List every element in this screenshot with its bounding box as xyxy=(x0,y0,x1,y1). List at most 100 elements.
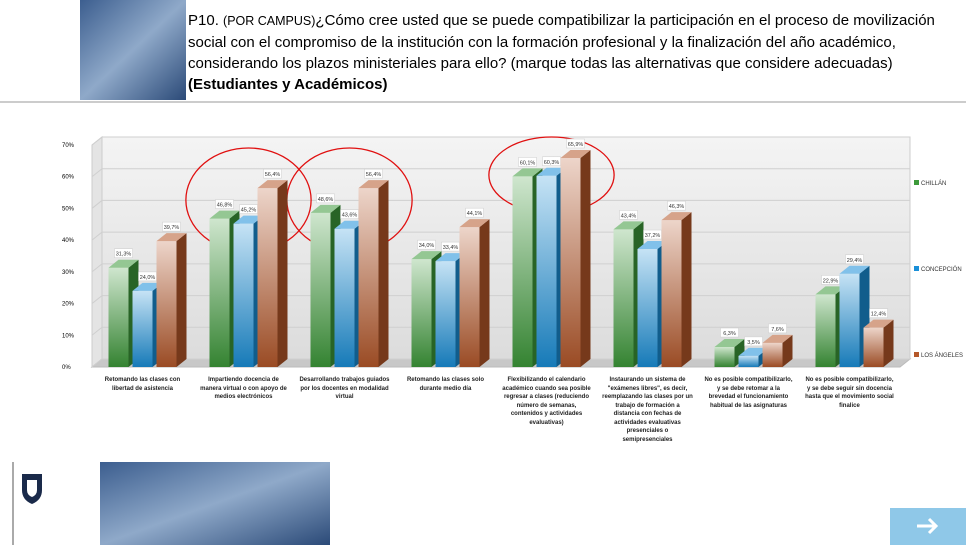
x-tick-label: Flexibilizando el calendario académico c… xyxy=(502,377,591,426)
value-label: 24,0% xyxy=(140,275,156,281)
question-tag: (POR CAMPUS) xyxy=(223,14,316,28)
y-tick-label: 40% xyxy=(62,238,75,244)
value-label: 3,5% xyxy=(747,340,760,346)
bar-top xyxy=(209,210,240,219)
value-label: 6,3% xyxy=(723,331,736,337)
bar-top xyxy=(762,334,793,343)
bar xyxy=(233,223,254,367)
legend-swatch xyxy=(914,266,919,271)
bar xyxy=(257,188,278,367)
bar xyxy=(156,241,177,367)
bar-top xyxy=(358,180,389,189)
bar-side xyxy=(681,212,692,367)
value-label: 37,2% xyxy=(645,233,661,239)
value-label-box xyxy=(869,308,888,318)
bar-top xyxy=(863,319,894,328)
value-label-box xyxy=(465,207,484,218)
bar-side xyxy=(378,180,389,367)
bar-top xyxy=(108,259,139,268)
value-label: 31,3% xyxy=(116,252,132,258)
value-label: 45,2% xyxy=(241,208,257,214)
bar xyxy=(536,175,557,367)
bar-top xyxy=(257,180,288,189)
value-label: 39,7% xyxy=(164,225,180,231)
value-label: 56,4% xyxy=(366,172,382,178)
bar-side xyxy=(277,180,288,367)
y-tick-label: 60% xyxy=(62,175,75,181)
legend-swatch xyxy=(914,352,919,357)
bar xyxy=(560,158,581,367)
value-label: 34,0% xyxy=(419,243,435,249)
y-tick-label: 50% xyxy=(62,206,75,212)
value-label-box xyxy=(744,336,763,347)
value-label-box xyxy=(162,221,181,232)
value-label: 7,6% xyxy=(771,327,784,333)
value-label: 12,4% xyxy=(871,312,887,318)
x-tick-label: No es posible compatibilizarlo, y se deb… xyxy=(805,377,894,409)
x-tick-label: Retomando las clases con libertad de asi… xyxy=(104,377,181,392)
value-label-box xyxy=(316,193,335,204)
bar-top xyxy=(839,265,870,274)
value-label: 65,9% xyxy=(568,142,584,148)
value-label: 60,1% xyxy=(520,160,536,166)
bar-top xyxy=(233,215,264,224)
bar-side xyxy=(580,150,591,367)
bar xyxy=(738,355,759,367)
bar-top xyxy=(435,253,466,262)
value-label: 43,4% xyxy=(621,213,637,219)
side-wall xyxy=(91,135,103,369)
bar xyxy=(815,294,836,367)
value-label-box xyxy=(667,200,686,211)
grid-line xyxy=(91,136,910,146)
question-number: P10. xyxy=(188,12,219,29)
bar-top xyxy=(714,339,745,348)
bar-top xyxy=(738,347,769,356)
value-label: 60,3% xyxy=(544,160,560,166)
bar-side xyxy=(176,233,187,367)
bar xyxy=(839,273,860,367)
x-tick-label: Desarrollando trabajos guiados por los d… xyxy=(299,377,390,400)
bar xyxy=(310,212,331,367)
bar xyxy=(637,249,658,367)
bar xyxy=(512,176,533,367)
question: ¿Cómo cree usted que se puede compatibil… xyxy=(188,12,935,72)
y-tick-label: 20% xyxy=(62,302,75,308)
bar xyxy=(863,327,884,367)
legend-swatch xyxy=(914,180,919,185)
value-label-box xyxy=(263,168,282,179)
bar-side xyxy=(883,319,894,367)
bar-top xyxy=(661,212,692,221)
value-label-box xyxy=(114,248,133,258)
y-tick-label: 0% xyxy=(62,365,71,371)
value-label: 43,6% xyxy=(342,213,358,219)
value-label-box xyxy=(566,138,585,149)
value-label-box xyxy=(720,327,739,338)
bar-top xyxy=(310,204,341,213)
x-tick-label: No es posible compatibilizarlo, y se deb… xyxy=(704,377,793,409)
bar-side xyxy=(479,219,490,367)
bar-top xyxy=(637,241,668,250)
bar-top xyxy=(459,219,490,228)
grid-line xyxy=(91,168,910,178)
value-label: 46,8% xyxy=(217,203,233,209)
legend-label: LOS ÁNGELES xyxy=(921,352,963,359)
x-tick-label: Retomando las clases solo durante medio … xyxy=(406,377,484,392)
legend-label: CONCEPCIÓN xyxy=(921,266,962,273)
bar-top xyxy=(411,251,442,260)
bar-top xyxy=(815,286,846,295)
value-label: 48,6% xyxy=(318,197,334,203)
logo xyxy=(22,474,42,504)
value-label: 56,4% xyxy=(265,172,281,178)
bar-top xyxy=(512,168,543,177)
question-text: P10. (POR CAMPUS)¿Cómo cree usted que se… xyxy=(188,10,958,95)
value-label-box xyxy=(518,157,537,167)
question-audience: (Estudiantes y Académicos) xyxy=(188,76,388,93)
grid-line xyxy=(91,199,910,209)
bar-top xyxy=(132,282,163,291)
bar-top xyxy=(334,220,365,229)
bar xyxy=(334,228,355,367)
value-label-box xyxy=(619,210,638,220)
bar-side xyxy=(782,334,793,367)
value-label: 29,4% xyxy=(847,258,863,264)
